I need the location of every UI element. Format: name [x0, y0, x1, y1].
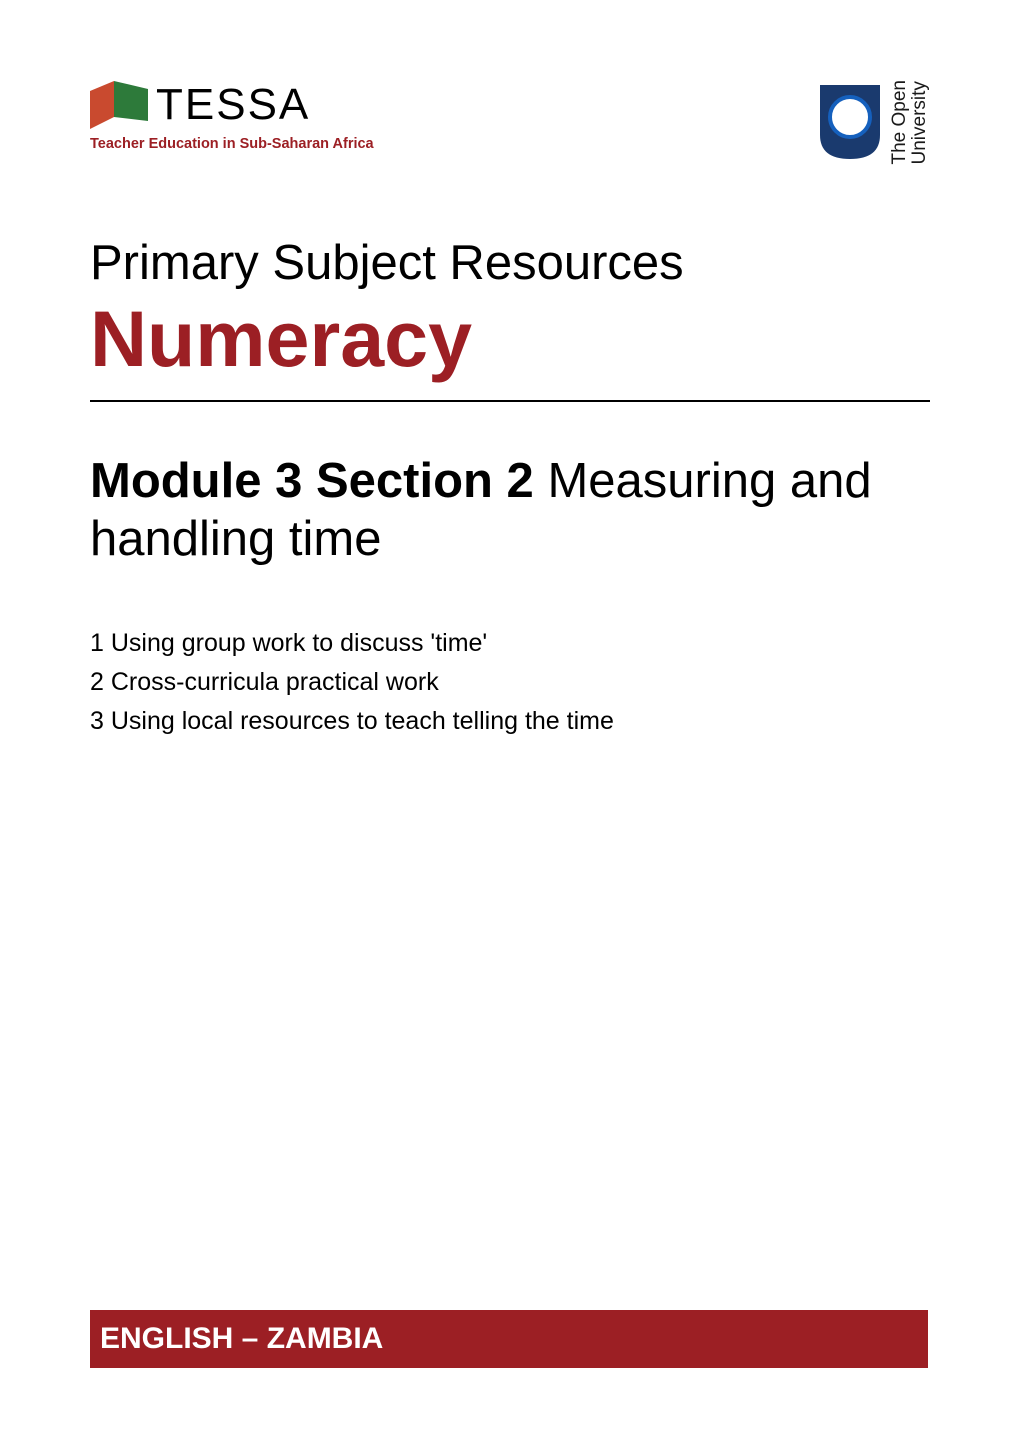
topic-item: 2 Cross-curricula practical work	[90, 663, 930, 702]
ou-line1: The Open	[889, 80, 910, 165]
resources-line: Primary Subject Resources	[90, 235, 930, 291]
open-university-logo: The Open University	[820, 80, 930, 165]
tessa-logo: TESSA Teacher Education in Sub-Saharan A…	[90, 80, 400, 152]
module-title: Module 3 Section 2 Measuring and handlin…	[90, 452, 930, 570]
ou-shield-icon	[820, 85, 880, 159]
tessa-wordmark: TESSA	[156, 80, 310, 130]
topic-item: 3 Using local resources to teach telling…	[90, 702, 930, 741]
topic-list: 1 Using group work to discuss 'time' 2 C…	[90, 624, 930, 740]
tessa-mark: TESSA	[90, 80, 400, 130]
ou-line2: University	[909, 81, 930, 164]
logo-row: TESSA Teacher Education in Sub-Saharan A…	[90, 80, 930, 165]
footer-text: ENGLISH – ZAMBIA	[100, 1322, 383, 1355]
tessa-tagline: Teacher Education in Sub-Saharan Africa	[90, 136, 400, 152]
title-divider	[90, 400, 930, 402]
tessa-shape-icon	[90, 81, 148, 129]
footer-bar: ENGLISH – ZAMBIA	[90, 1310, 928, 1368]
subject-title: Numeracy	[90, 293, 930, 385]
topic-item: 1 Using group work to discuss 'time'	[90, 624, 930, 663]
ou-text: The Open University	[890, 80, 930, 165]
module-prefix: Module 3 Section 2	[90, 454, 534, 508]
